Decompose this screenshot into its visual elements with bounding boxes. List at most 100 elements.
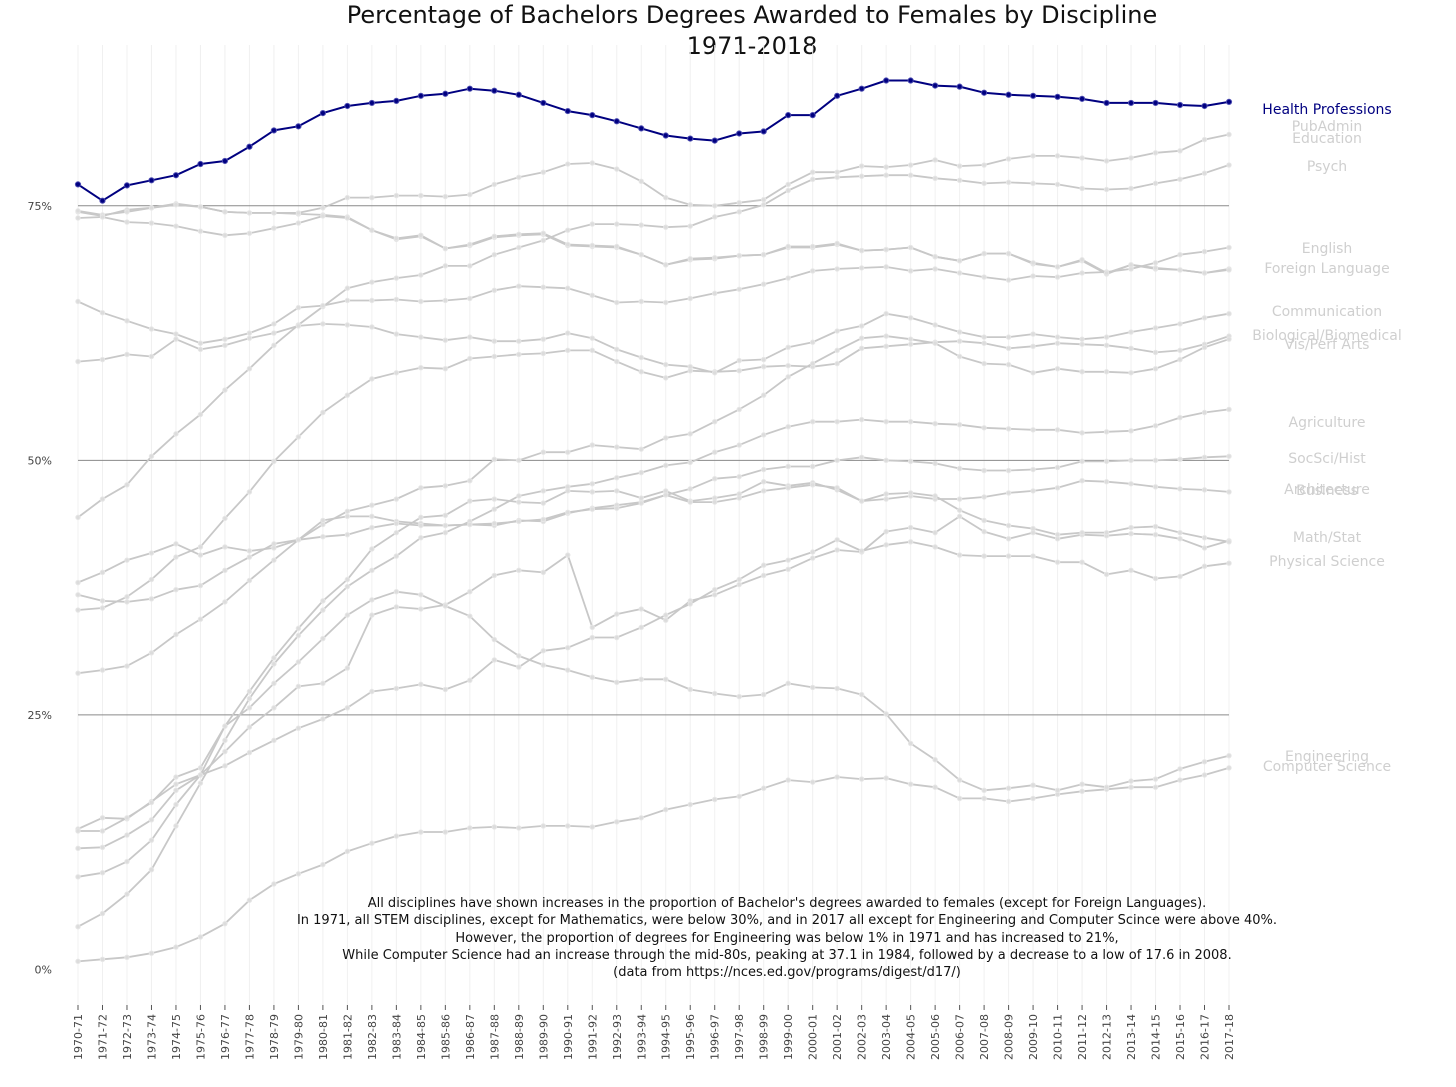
data-point [1079,781,1085,787]
data-point [344,392,351,398]
data-point [956,513,963,520]
data-point [1079,788,1085,794]
data-point [687,431,693,437]
data-point [1005,91,1012,98]
data-point [491,353,498,360]
data-point [907,77,914,84]
data-point [736,495,742,501]
data-point [638,815,644,821]
annotation-line: (data from https://nces.ed.gov/programs/… [613,965,961,980]
data-point [834,547,840,553]
x-tick-label: 1994-95 [660,1014,673,1060]
data-point [907,341,914,347]
x-tick-label: 1976-77 [219,1014,232,1060]
x-tick-label: 1975-76 [194,1014,207,1060]
data-point [1005,345,1012,352]
data-point [148,177,155,184]
data-point [809,112,816,119]
data-point [564,107,571,115]
data-point [1177,766,1183,772]
data-point [1030,153,1036,159]
annotation-line: In 1971, all STEM disciplines, except fo… [297,913,1277,928]
data-point [687,801,693,808]
data-point [516,664,522,670]
data-point [1005,179,1012,186]
data-point [1201,487,1208,493]
data-point [1078,95,1086,102]
data-point [1177,529,1183,536]
data-point [956,353,963,360]
data-point [932,340,938,346]
data-point [1054,264,1061,270]
x-tick-label: 1974-75 [170,1014,183,1060]
data-point [467,478,473,484]
series-line-foreign-language [77,215,1230,274]
data-point [148,353,155,360]
data-point [1152,523,1159,530]
data-point [540,99,547,107]
series-foreign-language [75,213,1232,276]
data-point [981,467,987,474]
data-point [809,463,816,470]
data-point [491,233,498,240]
data-point [1005,156,1012,162]
x-tick-label: 1970-71 [72,1014,85,1060]
data-point [320,205,326,211]
x-tick-label: 1995-96 [684,1014,697,1060]
annotation-line: However, the proportion of degrees for E… [455,931,1118,946]
data-point [442,512,449,519]
data-point [614,488,620,494]
x-tick-label: 2000-01 [807,1014,820,1060]
data-point [124,557,130,563]
data-point [320,213,326,219]
series-label: PubAdmin [1292,119,1363,135]
data-point [393,296,400,303]
data-point [344,102,351,110]
data-point [1177,148,1183,154]
data-point [197,780,204,786]
y-tick-label: 0% [35,964,52,977]
data-point [907,336,914,342]
data-point [1054,531,1061,538]
data-point [663,194,669,201]
data-point [442,483,449,489]
data-point [907,458,914,465]
data-point [589,221,595,227]
data-point [638,222,644,228]
data-point [295,323,302,329]
data-point [1201,535,1208,541]
x-tick-label: 2001-02 [831,1014,844,1060]
data-point [99,569,106,576]
data-point [638,125,645,132]
data-point [222,737,228,744]
data-point [320,321,326,327]
data-point [883,418,889,425]
data-point [516,338,522,344]
series-label: English [1302,241,1353,257]
series-line-physical-science [77,538,1230,830]
data-point [320,302,326,309]
data-point [565,449,571,455]
data-point [222,336,228,342]
data-point [173,336,179,342]
data-point [785,777,791,783]
data-point [369,502,375,508]
data-point [246,724,253,730]
data-point [1005,334,1012,340]
data-point [418,272,424,278]
data-point [1054,274,1061,280]
data-point [565,509,571,515]
data-point [246,554,253,560]
data-point [663,617,669,623]
x-axis-ticks: 1970-71 1971-72 1972-73 1973-74 1974-75 1975-… [72,1005,1236,1060]
data-point [981,795,987,802]
data-point [173,431,179,437]
x-tick-label: 1979-80 [292,1014,305,1060]
data-point [271,680,277,687]
data-point [442,686,449,693]
data-point [638,251,644,258]
data-point [540,230,546,236]
data-point [99,496,106,502]
data-point [540,350,546,357]
data-point [883,77,890,84]
